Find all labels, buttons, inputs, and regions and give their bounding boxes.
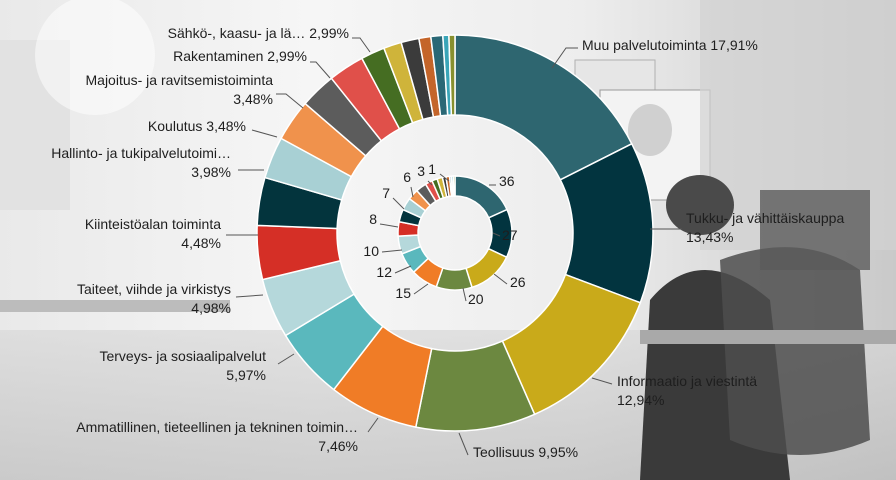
inner-leader-teollisuus-4 — [462, 287, 467, 302]
outer-label-majoitus-ja-ravitsemistoiminta-11: Majoitus- ja ravitsemistoiminta — [86, 72, 274, 88]
leader-line-sahko-kaasu-ja-la-13 — [352, 37, 371, 53]
inner-leader-kiinteistoalan-toiminta-8 — [379, 223, 399, 228]
bg-monitor — [760, 190, 870, 270]
bg-person-head — [666, 175, 734, 235]
outer-label-sahko-kaasu-ja-la-13: Sähkö-, kaasu- ja lä… 2,99% — [168, 25, 349, 41]
outer-value-hallinto-ja-tukipalvelutoimi-9: 3,98% — [191, 164, 231, 180]
outer-label-muu-palvelutoiminta-1: Muu palvelutoiminta 17,91% — [582, 37, 758, 53]
inner-label-other-14: 3 — [417, 163, 425, 179]
outer-value-tukku-ja-vahittaiskauppa-2: 13,43% — [686, 229, 733, 245]
outer-label-teollisuus-4: Teollisuus 9,95% — [473, 444, 578, 460]
outer-label-informaatio-ja-viestinta-3: Informaatio ja viestintä — [617, 373, 757, 389]
outer-ring — [256, 34, 654, 432]
inner-slice-informaatio-ja-viestinta-3 — [465, 247, 508, 289]
inner-label-kiinteistoalan-toiminta-8: 8 — [369, 211, 377, 227]
leader-line-teollisuus-4 — [458, 432, 469, 456]
inner-label-taiteet-viihde-ja-virkistys-7: 10 — [363, 243, 379, 259]
outer-label-taiteet-viihde-ja-virkistys-7: Taiteet, viihde ja virkistys — [77, 281, 231, 297]
outer-labels: Muu palvelutoiminta 17,91% Tukku- ja vähi… — [51, 25, 844, 460]
inner-leader-tukku-ja-vahittaiskauppa-2 — [492, 232, 501, 237]
leader-line-taiteet-viihde-ja-virkistys-7 — [235, 294, 264, 298]
inner-leader-terveys-ja-sosiaalipalvelut-6 — [394, 265, 412, 274]
inner-label-ammatillinen-tieteellinen-ja-tekninen-toimin-5: 15 — [395, 285, 411, 301]
bg-chair — [720, 247, 870, 455]
outer-value-ammatillinen-tieteellinen-ja-tekninen-toimin-5: 7,46% — [318, 438, 358, 454]
outer-value-taiteet-viihde-ja-virkistys-7: 4,98% — [191, 300, 231, 316]
inner-leader-other-18 — [439, 173, 450, 182]
outer-value-terveys-ja-sosiaalipalvelut-6: 5,97% — [226, 367, 266, 383]
outer-label-koulutus-10: Koulutus 3,48% — [148, 118, 246, 134]
inner-label-teollisuus-4: 20 — [468, 291, 484, 307]
leader-line-majoitus-ja-ravitsemistoiminta-11 — [276, 93, 304, 109]
leader-line-terveys-ja-sosiaalipalvelut-6 — [277, 353, 295, 365]
leader-line-informaatio-ja-viestinta-3 — [591, 377, 613, 385]
inner-label-other-18: 1 — [428, 161, 436, 177]
outer-slice-other-20 — [448, 34, 456, 116]
outer-label-hallinto-ja-tukipalvelutoimi-9: Hallinto- ja tukipalvelutoimi… — [51, 145, 231, 161]
outer-label-rakentaminen-12: Rakentaminen 2,99% — [173, 48, 307, 64]
inner-leader-hallinto-ja-tukipalvelutoimi-9 — [392, 197, 405, 210]
outer-value-informaatio-ja-viestinta-3: 12,94% — [617, 392, 664, 408]
inner-leader-informaatio-ja-viestinta-3 — [493, 273, 508, 285]
outer-value-kiinteistoalan-toiminta-8: 4,48% — [181, 235, 221, 251]
inner-leader-taiteet-viihde-ja-virkistys-7 — [381, 249, 403, 253]
inner-leader-ammatillinen-tieteellinen-ja-tekninen-toimin-5 — [413, 283, 429, 295]
outer-label-terveys-ja-sosiaalipalvelut-6: Terveys- ja sosiaalipalvelut — [99, 348, 266, 364]
inner-label-terveys-ja-sosiaalipalvelut-6: 12 — [376, 264, 392, 280]
inner-label-tukku-ja-vahittaiskauppa-2: 27 — [502, 227, 518, 243]
outer-value-majoitus-ja-ravitsemistoiminta-11: 3,48% — [233, 91, 273, 107]
inner-label-hallinto-ja-tukipalvelutoimi-9: 7 — [382, 185, 390, 201]
inner-leader-other-14 — [427, 180, 433, 186]
inner-ring — [397, 175, 513, 291]
inner-label-muu-palvelutoiminta-1: 36 — [499, 173, 515, 189]
outer-label-kiinteistoalan-toiminta-8: Kiinteistöalan toiminta — [85, 216, 221, 232]
inner-slice-other-20 — [452, 175, 456, 197]
outer-label-ammatillinen-tieteellinen-ja-tekninen-toimin-5: Ammatillinen, tieteellinen ja tekninen t… — [76, 419, 358, 435]
bg-poster-figure — [628, 104, 672, 156]
outer-label-tukku-ja-vahittaiskauppa-2: Tukku- ja vähittäiskauppa — [686, 210, 844, 226]
leader-line-ammatillinen-tieteellinen-ja-tekninen-toimin-5 — [367, 417, 379, 433]
bg-left-lamp — [35, 0, 155, 115]
inner-label-informaatio-ja-viestinta-3: 26 — [510, 274, 526, 290]
leader-line-muu-palvelutoiminta-1 — [551, 47, 578, 69]
bg-desk-left — [0, 300, 230, 312]
inner-leader-majoitus-ja-ravitsemistoiminta-11 — [410, 186, 414, 198]
bg-desk-right — [640, 330, 896, 344]
leader-line-koulutus-10 — [251, 129, 278, 138]
leader-line-rakentaminen-12 — [310, 61, 331, 79]
inner-label-majoitus-ja-ravitsemistoiminta-11: 6 — [403, 169, 411, 185]
